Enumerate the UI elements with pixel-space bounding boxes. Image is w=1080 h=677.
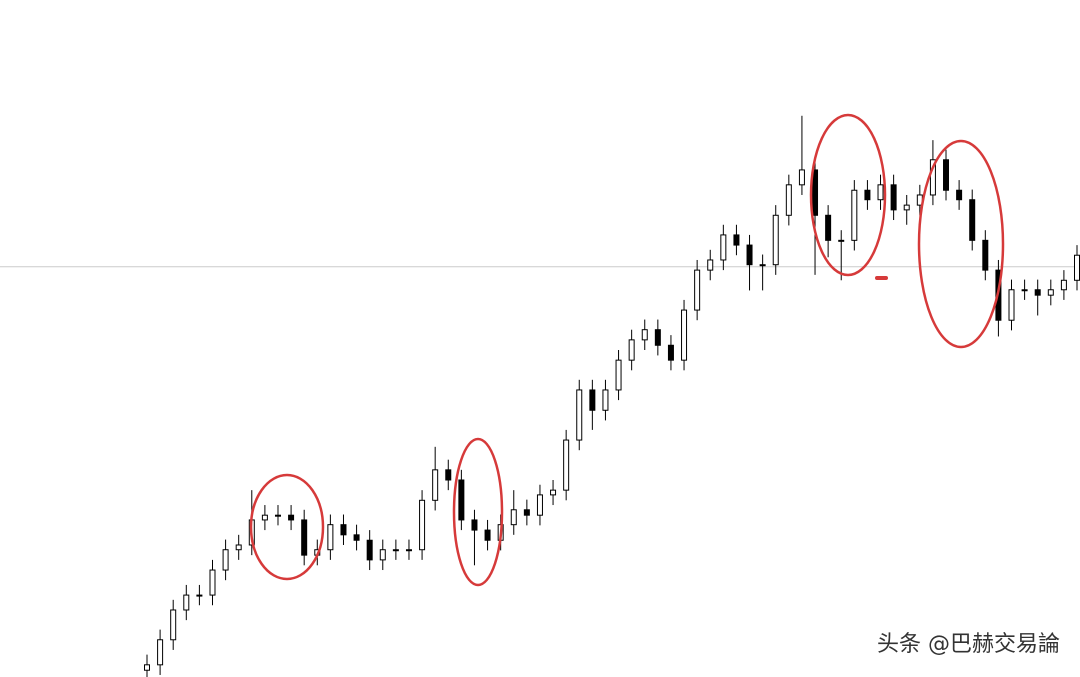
candle-body [510, 509, 517, 526]
candle-body [536, 494, 543, 516]
candle-body [667, 344, 674, 361]
candle-body [209, 569, 216, 596]
candle-body [759, 264, 766, 267]
candle-body [628, 339, 635, 361]
candle-body [825, 214, 832, 241]
candle-body [929, 159, 936, 196]
candle-body [327, 524, 334, 551]
candle-body [602, 389, 609, 411]
candle-body [641, 329, 648, 341]
candle-body [405, 549, 412, 552]
candle-body [261, 514, 268, 521]
candle-body [772, 214, 779, 266]
candle-body [838, 239, 845, 242]
candle-body [484, 529, 491, 541]
candle-body [864, 189, 871, 201]
candle-body [1060, 279, 1067, 291]
candle-body [851, 189, 858, 241]
candle-body [222, 549, 229, 571]
candle-body [563, 439, 570, 491]
candle-body [1008, 289, 1015, 321]
candle-body [353, 534, 360, 541]
annotations [249, 113, 1005, 587]
candle-body [681, 309, 688, 361]
candle-body [235, 544, 242, 551]
candle-body [969, 199, 976, 241]
candle-body [144, 664, 150, 671]
candle-body [301, 519, 308, 556]
candle-body [340, 524, 347, 536]
candles [0, 115, 1080, 677]
candle-body [458, 479, 465, 521]
candle-body [1021, 289, 1028, 292]
candle-body [432, 469, 439, 501]
candle-body [785, 184, 792, 216]
candle-body [1034, 289, 1041, 296]
highlight-circle [917, 139, 1005, 349]
candle-body [720, 234, 727, 261]
candle-body [877, 184, 884, 201]
candle-body [445, 469, 452, 481]
candle-body [707, 259, 714, 271]
candle-body [274, 514, 281, 517]
candle-body [694, 269, 701, 311]
candle-body [956, 189, 963, 201]
highlight-circle [809, 113, 887, 277]
candle-body [170, 609, 177, 641]
candle-body [589, 389, 596, 411]
candle-body [1047, 289, 1054, 296]
candle-body [288, 514, 295, 521]
candle-body [523, 509, 530, 516]
candle-body [576, 389, 583, 441]
highlight-circle [249, 473, 325, 581]
candle-body [392, 549, 399, 552]
candle-body [733, 234, 740, 246]
candle-body [903, 204, 910, 211]
candle-body [419, 499, 426, 551]
candle-body [471, 519, 478, 531]
candle-body [196, 594, 203, 597]
candle-body [550, 489, 557, 496]
candle-body [812, 169, 819, 216]
candle-body [982, 239, 989, 271]
candle-body [654, 329, 661, 346]
candle-body [1074, 254, 1080, 281]
highlight-circle [452, 437, 504, 587]
candle-body [615, 359, 622, 391]
candle-body [746, 244, 753, 266]
watermark: 头条 @巴赫交易論 [877, 632, 1060, 657]
candle-body [943, 159, 950, 191]
candle-body [890, 184, 897, 211]
candle-body [183, 594, 190, 611]
candle-body [379, 549, 386, 561]
candle-body [157, 639, 164, 666]
candle-body [798, 169, 805, 186]
candle-body [366, 539, 373, 561]
